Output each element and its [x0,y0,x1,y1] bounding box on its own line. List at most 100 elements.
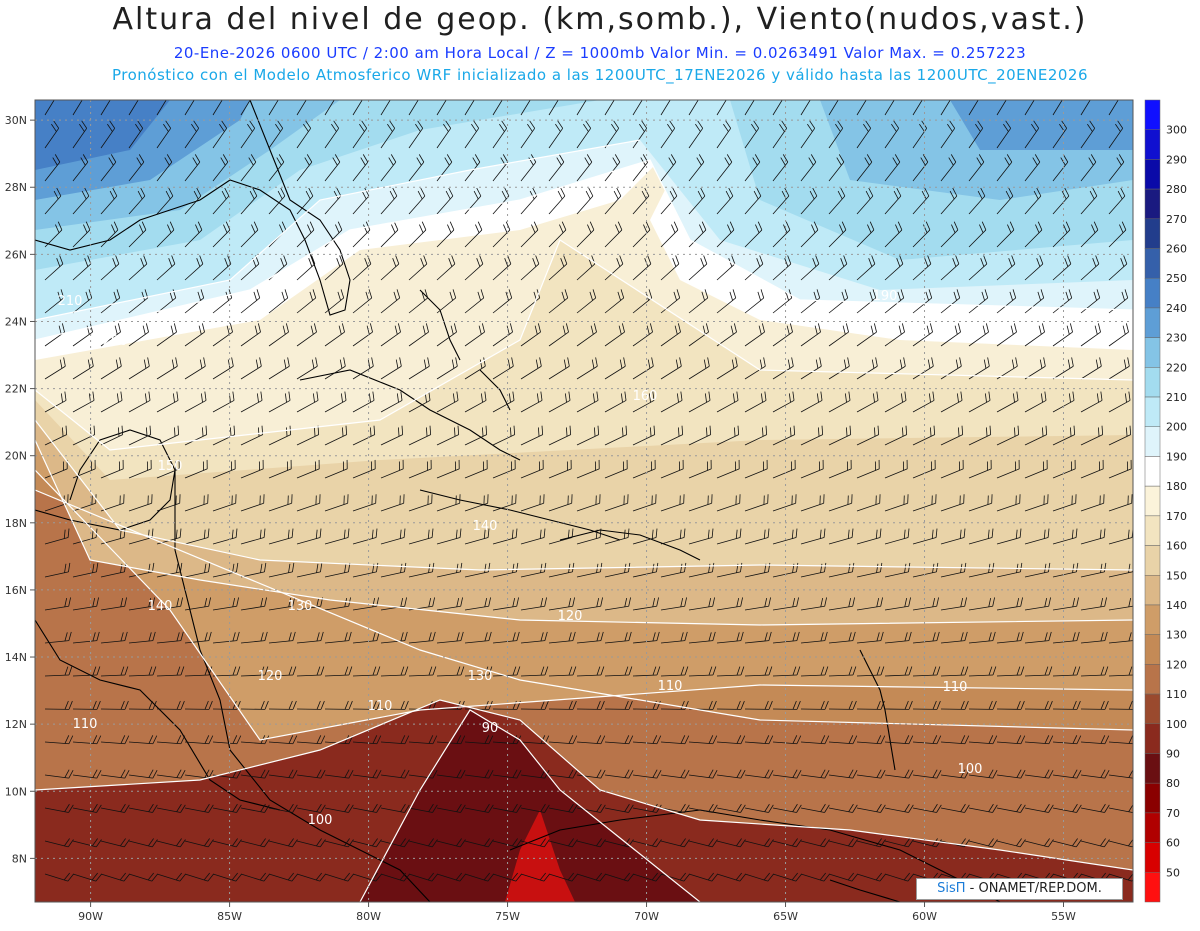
colorbar-label: 190 [1166,450,1187,463]
barb-feather [834,91,839,98]
barb-feather [1114,91,1119,98]
barb-feather [582,91,587,98]
x-tick-label: 70W [634,910,659,923]
y-tick-label: 16N [5,584,27,597]
barb-feather [526,91,531,98]
colorbar-swatch [1145,694,1160,724]
colorbar-label: 300 [1166,124,1187,137]
y-tick-label: 22N [5,383,27,396]
barb-feather [500,90,505,95]
y-tick-label: 26N [5,248,27,261]
barb-feather [696,90,701,95]
y-tick-label: 14N [5,651,27,664]
colorbar-label: 140 [1166,599,1187,612]
barb-feather [1133,736,1137,744]
colorbar-label: 90 [1166,747,1180,760]
barb-feather [722,91,727,98]
barb-feather [892,90,897,95]
barb-feather [946,91,951,98]
colorbar-label: 240 [1166,302,1187,315]
colorbar-label: 210 [1166,391,1187,404]
y-tick-label: 28N [5,181,27,194]
colorbar-swatch [1145,189,1160,219]
colorbar-label: 150 [1166,569,1187,582]
barb-feather [1116,90,1121,95]
colorbar-swatch [1145,753,1160,783]
contour-label: 190 [873,289,898,304]
barb-feather [304,90,309,95]
contour-label: 110 [73,717,98,732]
contour-label: 200 [103,334,128,349]
band-region [950,100,1133,150]
barb-feather [610,91,615,98]
colorbar: 3002902802702602502402302202102001901801… [1145,100,1187,902]
barb-feather [416,90,421,95]
map-svg: 2102001901601501401401301301201201101101… [0,90,1200,927]
contour-label: 110 [943,680,968,695]
barb-feather [1133,701,1136,709]
x-tick-label: 75W [495,910,520,923]
barb-feather [332,90,337,95]
contour-label: 140 [148,599,173,614]
contour-label: 160 [633,389,658,404]
barb-feather [1002,91,1007,98]
y-tick-label: 18N [5,517,27,530]
barb-feather [246,91,251,98]
colorbar-swatch [1145,635,1160,665]
y-tick-label: 10N [5,785,27,798]
model-info-line: Pronóstico con el Modelo Atmosferico WRF… [0,66,1200,84]
barb-feather [1030,91,1035,98]
colorbar-label: 250 [1166,272,1187,285]
barb-feather [890,91,895,98]
barb-feather [668,90,673,95]
barb-feather [106,91,111,98]
barb-feather [974,91,979,98]
barb-feather [248,90,253,95]
y-tick-label: 30N [5,114,27,127]
credit-box: SisΠ - ONAMET/REP.DOM. [916,878,1123,900]
colorbar-label: 60 [1166,837,1180,850]
colorbar-swatch [1145,664,1160,694]
x-tick-label: 85W [217,910,242,923]
y-tick-label: 12N [5,718,27,731]
barb-feather [302,91,307,98]
contour-label: 100 [958,762,983,777]
barb-feather [640,90,645,95]
barb-feather [52,90,57,95]
colorbar-swatch [1145,159,1160,189]
barb-feather [920,90,925,95]
barb-feather [134,91,139,98]
contour-label: 210 [58,294,83,309]
colorbar-swatch [1145,219,1160,249]
barb-feather [1086,91,1091,98]
colorbar-label: 120 [1166,658,1187,671]
barb-feather [806,91,811,98]
barb-feather [780,90,785,95]
contour-label: 90 [482,721,499,736]
barb-feather [666,91,671,98]
colorbar-swatch [1145,308,1160,338]
barb-feather [750,91,755,98]
colorbar-label: 280 [1166,183,1187,196]
x-tick-label: 80W [356,910,381,923]
credit-text: - ONAMET/REP.DOM. [966,881,1102,896]
barb-feather [388,90,393,95]
y-tick-label: 24N [5,315,27,328]
barb-feather [1032,90,1037,95]
contour-label: 130 [288,599,313,614]
colorbar-label: 70 [1166,807,1180,820]
sispi-logo: SisΠ [937,881,965,896]
contour-label: 110 [658,679,683,694]
colorbar-label: 50 [1166,866,1180,879]
barb-feather [442,91,447,98]
colorbar-label: 80 [1166,777,1180,790]
barb-feather [918,91,923,98]
barb-feather [358,91,363,98]
barb-feather [192,90,197,95]
colorbar-swatch [1145,249,1160,279]
x-tick-label: 65W [773,910,798,923]
colorbar-label: 220 [1166,361,1187,374]
barb-feather [80,90,85,95]
barb-feather [694,91,699,98]
contour-label: 130 [468,669,493,684]
